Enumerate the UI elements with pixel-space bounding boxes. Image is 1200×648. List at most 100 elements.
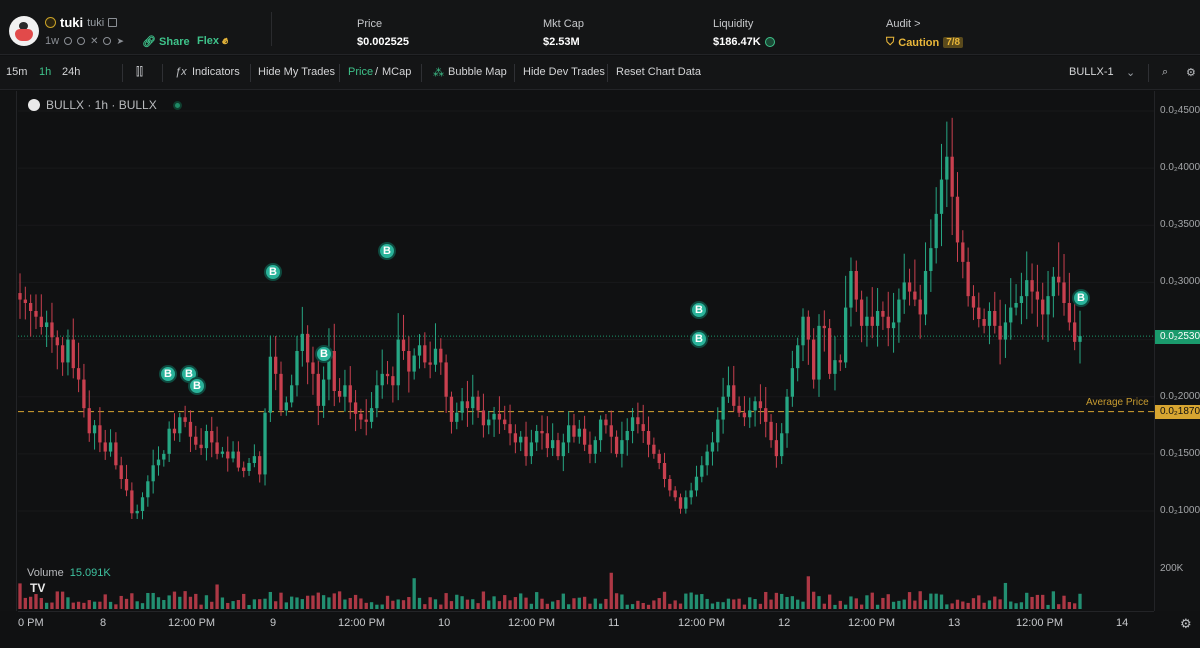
audit-stat[interactable]: Audit > ⛉ Caution 7/8 bbox=[886, 18, 964, 49]
mcap-toggle[interactable]: MCap bbox=[382, 66, 412, 78]
layout-select[interactable]: BULLX-1 bbox=[1069, 66, 1114, 78]
volume-bar bbox=[71, 602, 75, 609]
candle-body bbox=[92, 425, 97, 434]
buy-trade-marker[interactable]: B bbox=[315, 345, 333, 363]
volume-bar bbox=[210, 601, 214, 609]
candle-body bbox=[401, 339, 406, 351]
volume-bar bbox=[950, 603, 954, 609]
buy-trade-marker[interactable]: B bbox=[264, 263, 282, 281]
buy-trade-marker[interactable]: B bbox=[188, 377, 206, 395]
buy-trade-marker[interactable]: B bbox=[378, 242, 396, 260]
buy-trade-marker[interactable]: B bbox=[1072, 289, 1090, 307]
bubble-map-icon[interactable]: ⁂ bbox=[433, 67, 444, 79]
settings-gear-icon[interactable]: ⚙ bbox=[1186, 67, 1196, 79]
volume-bar bbox=[321, 595, 326, 609]
candle-body bbox=[859, 299, 864, 326]
copy-icon[interactable] bbox=[108, 18, 118, 27]
candle-body bbox=[82, 379, 86, 409]
hide-dev-trades-button[interactable]: Hide Dev Trades bbox=[523, 66, 605, 78]
time-tick-label: 8 bbox=[100, 617, 107, 629]
candle-body bbox=[849, 271, 853, 308]
buy-trade-marker[interactable]: B bbox=[690, 330, 708, 348]
volume-bar bbox=[822, 603, 826, 609]
volume-bar bbox=[337, 591, 342, 609]
chart-legend: BULLX · 1h · BULLX bbox=[28, 98, 182, 112]
candle-body bbox=[641, 424, 645, 431]
candle-body bbox=[18, 293, 22, 300]
volume-bar bbox=[44, 602, 49, 609]
volume-bar bbox=[881, 597, 885, 609]
volume-bar bbox=[226, 602, 230, 609]
average-price-label: Average Price bbox=[1086, 397, 1149, 408]
telegram-icon[interactable]: ➤ bbox=[116, 35, 124, 46]
candle-body bbox=[993, 311, 997, 326]
candle-body bbox=[913, 291, 917, 300]
candle-body bbox=[156, 459, 161, 466]
flex-button[interactable]: Flex ✊︎ bbox=[197, 35, 228, 48]
price-chart[interactable] bbox=[18, 91, 1154, 611]
lock-icon bbox=[764, 37, 775, 47]
volume-bar bbox=[34, 594, 38, 609]
search-icon[interactable] bbox=[77, 37, 86, 45]
hand-icon: ✊︎ bbox=[222, 35, 229, 47]
volume-bar bbox=[859, 604, 864, 609]
candle-body bbox=[614, 436, 619, 454]
drawing-tools-sidebar[interactable] bbox=[0, 91, 17, 611]
candle-type-icon[interactable]: ⫿⫿ bbox=[136, 66, 144, 78]
interval-1h[interactable]: 1h bbox=[39, 66, 52, 78]
volume-bar bbox=[593, 598, 597, 609]
volume-bar bbox=[854, 598, 858, 609]
zoom-search-icon[interactable]: ⌕ bbox=[1162, 66, 1169, 78]
volume-bar bbox=[865, 595, 869, 609]
buy-trade-marker[interactable]: B bbox=[159, 365, 177, 383]
volume-bar bbox=[82, 602, 86, 609]
interval-24h[interactable]: 24h bbox=[62, 66, 81, 78]
candle-body bbox=[87, 408, 91, 434]
mktcap-value: $2.53M bbox=[543, 36, 580, 48]
reset-chart-button[interactable]: Reset Chart Data bbox=[616, 66, 701, 78]
volume-bar bbox=[1073, 603, 1077, 609]
candle-body bbox=[487, 419, 491, 426]
volume-bar bbox=[140, 603, 145, 609]
volume-bar bbox=[455, 594, 459, 609]
candle-body bbox=[119, 465, 123, 479]
volume-bar bbox=[220, 597, 225, 609]
candle-body bbox=[268, 356, 273, 413]
buy-trade-marker[interactable]: B bbox=[690, 301, 708, 319]
volume-bar bbox=[1057, 604, 1061, 609]
volume-bar bbox=[396, 599, 400, 609]
share-button[interactable]: 🔗︎ Share bbox=[142, 35, 190, 48]
candle-body bbox=[375, 385, 379, 409]
candle-body bbox=[327, 351, 331, 380]
volume-bar bbox=[598, 603, 603, 609]
bubble-map-button[interactable]: Bubble Map bbox=[448, 66, 507, 78]
volume-bar bbox=[305, 595, 310, 609]
price-axis[interactable] bbox=[1154, 91, 1200, 611]
indicators-button[interactable]: Indicators bbox=[192, 66, 240, 78]
volume-bar bbox=[29, 596, 33, 609]
volume-bar bbox=[98, 601, 102, 609]
volume-bar bbox=[838, 600, 842, 609]
volume-bar bbox=[55, 591, 59, 609]
volume-bar bbox=[982, 602, 986, 609]
volume-bar bbox=[60, 591, 65, 609]
candle-body bbox=[103, 442, 107, 452]
liquidity-stat: Liquidity $186.47K bbox=[713, 18, 775, 48]
volume-bar bbox=[151, 592, 155, 609]
price-toggle[interactable]: Price bbox=[348, 66, 374, 78]
audit-label[interactable]: Audit > bbox=[886, 18, 921, 30]
indicators-icon[interactable]: ƒx bbox=[175, 66, 187, 78]
globe-icon[interactable] bbox=[103, 37, 112, 45]
chevron-down-icon[interactable]: ⌄ bbox=[1126, 67, 1136, 79]
time-axis[interactable] bbox=[18, 611, 1154, 639]
candle-body bbox=[460, 401, 464, 413]
interval-15m[interactable]: 15m bbox=[6, 66, 28, 78]
candle-body bbox=[39, 316, 43, 327]
live-status-icon bbox=[172, 100, 182, 110]
website-icon[interactable] bbox=[64, 37, 73, 45]
x-icon[interactable]: ✕ bbox=[90, 35, 99, 47]
candle-body bbox=[210, 431, 214, 443]
hide-my-trades-button[interactable]: Hide My Trades bbox=[258, 66, 336, 78]
candle-body bbox=[625, 431, 629, 441]
settings-icon[interactable]: ⚙ bbox=[1180, 616, 1192, 631]
